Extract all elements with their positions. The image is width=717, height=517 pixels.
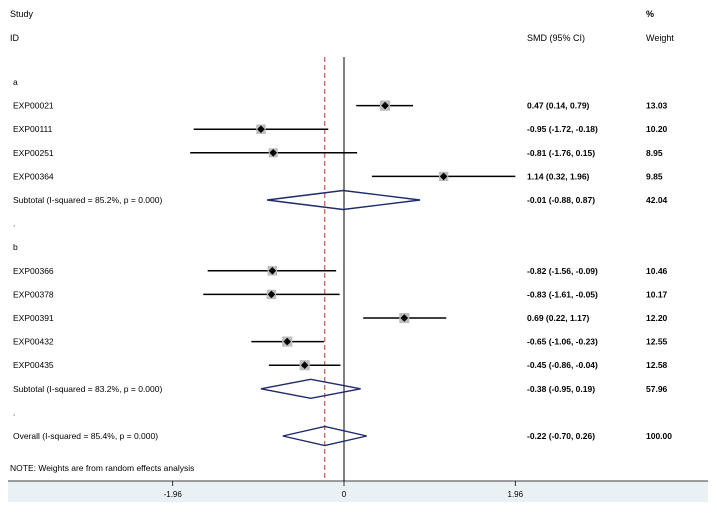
ci-value: -0.83 (-1.61, -0.05) xyxy=(527,289,598,299)
weight-value: 12.20 xyxy=(646,313,668,323)
ci-value: 1.14 (0.32, 1.96) xyxy=(527,171,590,181)
ci-value: 0.47 (0.14, 0.79) xyxy=(527,101,590,111)
study-header: Study xyxy=(10,9,34,19)
point-estimate xyxy=(381,101,389,110)
header: Study ID SMD (95% CI) % Weight xyxy=(10,9,674,43)
weight-value: 13.03 xyxy=(646,101,668,111)
note-text: NOTE: Weights are from random effects an… xyxy=(10,463,194,473)
weight-header-symbol: % xyxy=(646,9,654,19)
x-axis: -1.96 0 1.96 xyxy=(164,481,524,499)
group-label: a xyxy=(13,77,18,87)
group-label: b xyxy=(13,242,18,252)
subtotal-diamond xyxy=(260,378,361,400)
point-estimate xyxy=(283,337,291,346)
ci-value: -0.45 (-0.86, -0.04) xyxy=(527,360,598,370)
subtotal-label: Subtotal (I-squared = 83.2%, p = 0.000) xyxy=(13,384,162,394)
subtotal-label: Subtotal (I-squared = 85.2%, p = 0.000) xyxy=(13,195,162,205)
point-estimate xyxy=(257,125,265,133)
axis-band xyxy=(8,481,708,502)
ci-value: -0.22 (-0.70, 0.26) xyxy=(527,431,595,441)
study-label: EXP00366 xyxy=(13,266,54,276)
weight-value: 12.58 xyxy=(646,360,668,370)
weight-value: 8.95 xyxy=(646,148,663,158)
study-label: EXP00435 xyxy=(13,360,54,370)
weight-value: 57.96 xyxy=(646,384,668,394)
point-estimate xyxy=(439,172,448,181)
ci-value: -0.01 (-0.88, 0.87) xyxy=(527,195,595,205)
study-label: EXP00021 xyxy=(13,101,54,111)
ci-value: -0.82 (-1.56, -0.09) xyxy=(527,266,598,276)
study-label: EXP00111 xyxy=(13,124,53,134)
id-header: ID xyxy=(10,33,20,43)
weight-value: 100.00 xyxy=(646,431,672,441)
point-estimate xyxy=(400,314,409,322)
ci-value: -0.81 (-1.76, 0.15) xyxy=(527,148,595,158)
x-tick-label: 1.96 xyxy=(508,490,524,499)
spacer-label: . xyxy=(13,219,15,229)
rows-layer: a EXP00021 0.47 (0.14, 0.79) 13.03 EXP00111 -… xyxy=(13,77,672,441)
weight-value: 42.04 xyxy=(646,195,668,205)
subtotal-diamond xyxy=(267,189,421,211)
study-label: EXP00391 xyxy=(13,313,54,323)
ci-value: 0.69 (0.22, 1.17) xyxy=(527,313,590,323)
study-label: EXP00432 xyxy=(13,337,54,347)
overall-label: Overall (I-squared = 85.4%, p = 0.000) xyxy=(13,431,158,441)
point-estimate xyxy=(269,149,278,157)
weight-value: 10.20 xyxy=(646,124,668,134)
ci-value: -0.38 (-0.95, 0.19) xyxy=(527,384,595,394)
study-label: EXP00378 xyxy=(13,289,54,299)
point-estimate xyxy=(268,267,277,275)
effect-header: SMD (95% CI) xyxy=(527,33,585,43)
weight-value: 10.17 xyxy=(646,289,668,299)
ci-value: -0.95 (-1.72, -0.18) xyxy=(527,124,598,134)
spacer-label: . xyxy=(13,407,15,417)
weight-value: 9.85 xyxy=(646,171,663,181)
weight-value: 12.55 xyxy=(646,337,668,347)
point-estimate xyxy=(267,290,276,299)
weight-header: Weight xyxy=(646,33,674,43)
weight-value: 10.46 xyxy=(646,266,668,276)
marks-layer xyxy=(190,57,516,481)
point-estimate xyxy=(300,361,309,369)
ci-value: -0.65 (-1.06, -0.23) xyxy=(527,337,598,347)
study-label: EXP00251 xyxy=(13,148,54,158)
x-tick-label: -1.96 xyxy=(164,490,183,499)
x-tick-label: 0 xyxy=(342,490,347,499)
study-label: EXP00364 xyxy=(13,171,54,181)
overall-diamond xyxy=(282,425,367,447)
